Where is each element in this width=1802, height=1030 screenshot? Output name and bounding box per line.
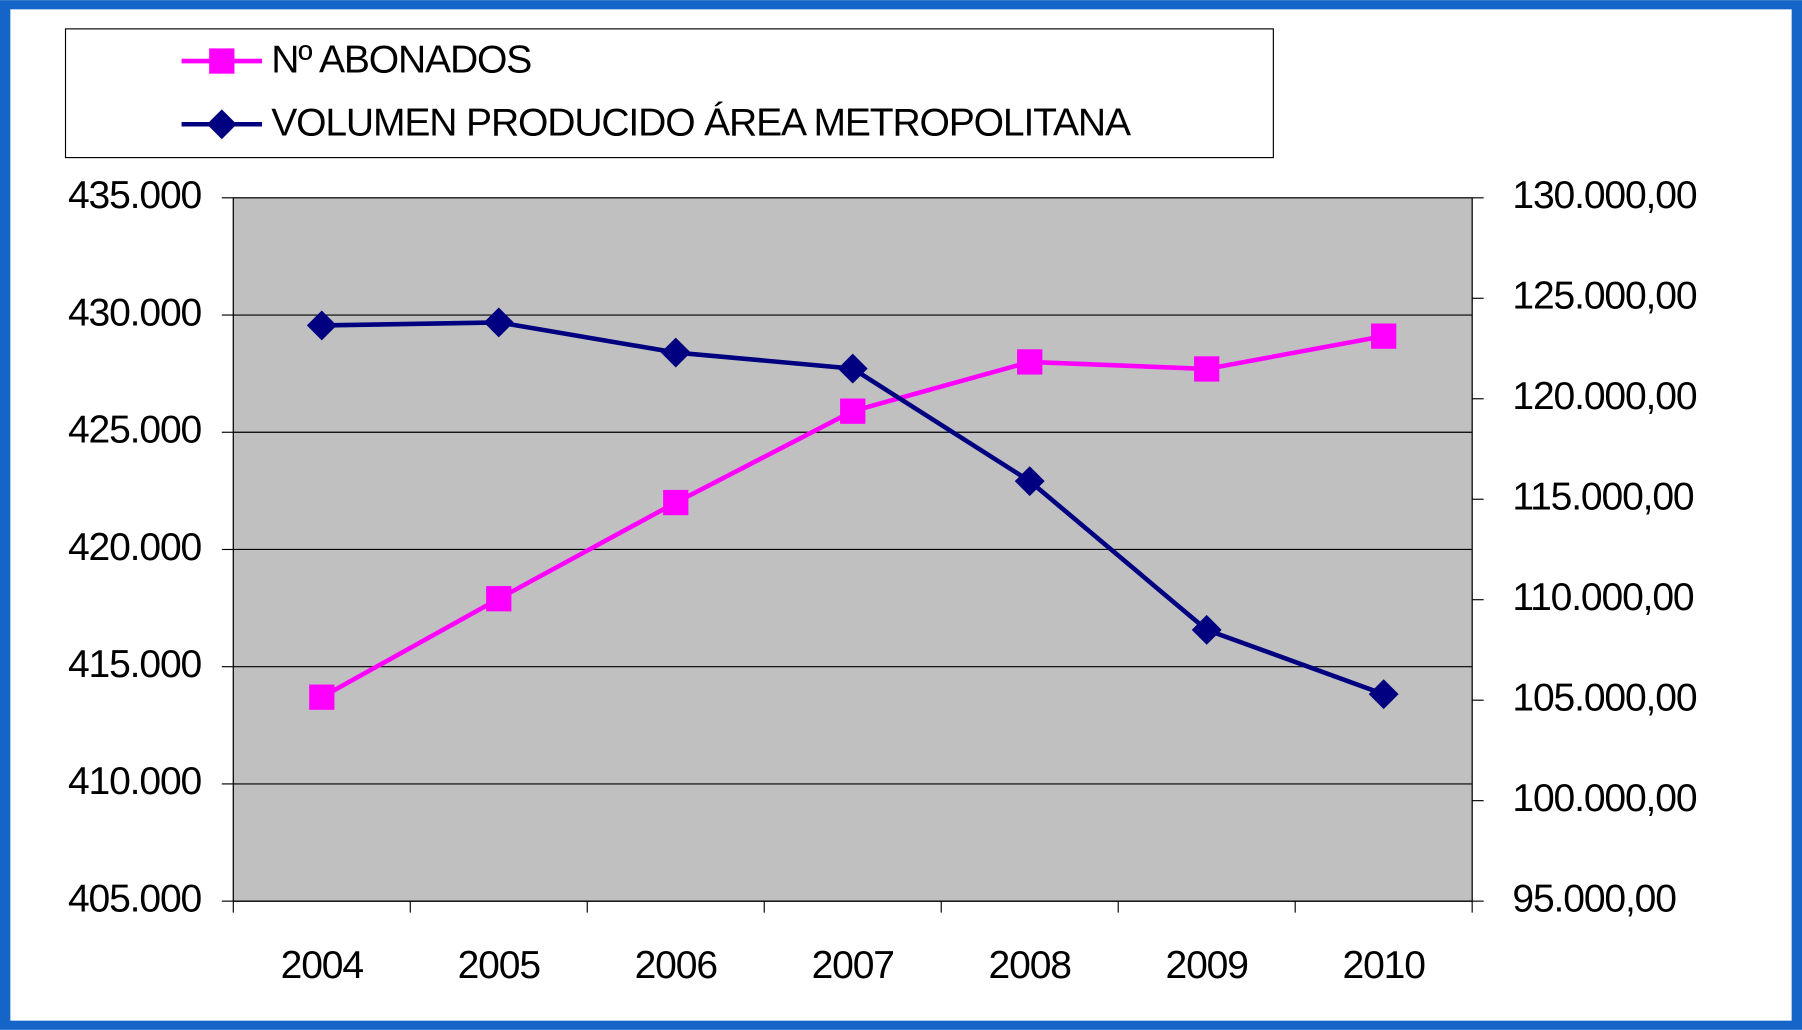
legend-label: Nº ABONADOS <box>271 39 531 82</box>
data-point <box>660 337 691 368</box>
legend-marker <box>206 109 237 140</box>
y-tick-label: 405.000 <box>68 877 202 920</box>
y2-tick-label: 105.000,00 <box>1512 677 1696 720</box>
legend-label: VOLUMEN PRODUCIDO ÁREA METROPOLITANA <box>271 102 1131 145</box>
data-point <box>663 489 689 516</box>
y2-tick-label: 115.000,00 <box>1512 476 1694 519</box>
y2-tick-label: 130.000,00 <box>1512 174 1696 217</box>
data-point <box>483 307 514 338</box>
y-tick-label: 435.000 <box>68 174 202 217</box>
legend <box>64 28 1274 159</box>
x-tick-label: 2004 <box>281 944 364 987</box>
x-tick-label: 2008 <box>989 944 1072 987</box>
x-tick-label: 2007 <box>812 944 894 987</box>
data-point <box>486 586 512 612</box>
x-tick-label: 2005 <box>458 944 541 987</box>
y-tick-label: 415.000 <box>68 643 202 686</box>
x-tick-label: 2006 <box>635 944 718 987</box>
data-point <box>1194 356 1220 382</box>
data-point <box>837 353 868 384</box>
y-tick-label: 410.000 <box>68 760 202 803</box>
data-point <box>840 398 866 424</box>
data-point <box>306 310 337 341</box>
y2-tick-label: 120.000,00 <box>1512 375 1696 418</box>
y2-tick-label: 125.000,00 <box>1512 275 1696 318</box>
y-tick-label: 430.000 <box>68 291 202 334</box>
data-point <box>1371 323 1397 349</box>
y-tick-label: 420.000 <box>68 526 202 569</box>
x-tick-label: 2009 <box>1166 944 1248 987</box>
x-tick-label: 2010 <box>1343 944 1426 987</box>
data-point <box>1014 466 1045 497</box>
data-point <box>309 684 335 710</box>
y-tick-label: 425.000 <box>68 409 202 452</box>
y2-tick-label: 100.000,00 <box>1512 777 1696 820</box>
legend-marker <box>209 48 235 74</box>
data-point <box>1017 349 1043 375</box>
y2-tick-label: 110.000,00 <box>1512 576 1694 619</box>
y2-tick-label: 95.000,00 <box>1512 877 1676 920</box>
